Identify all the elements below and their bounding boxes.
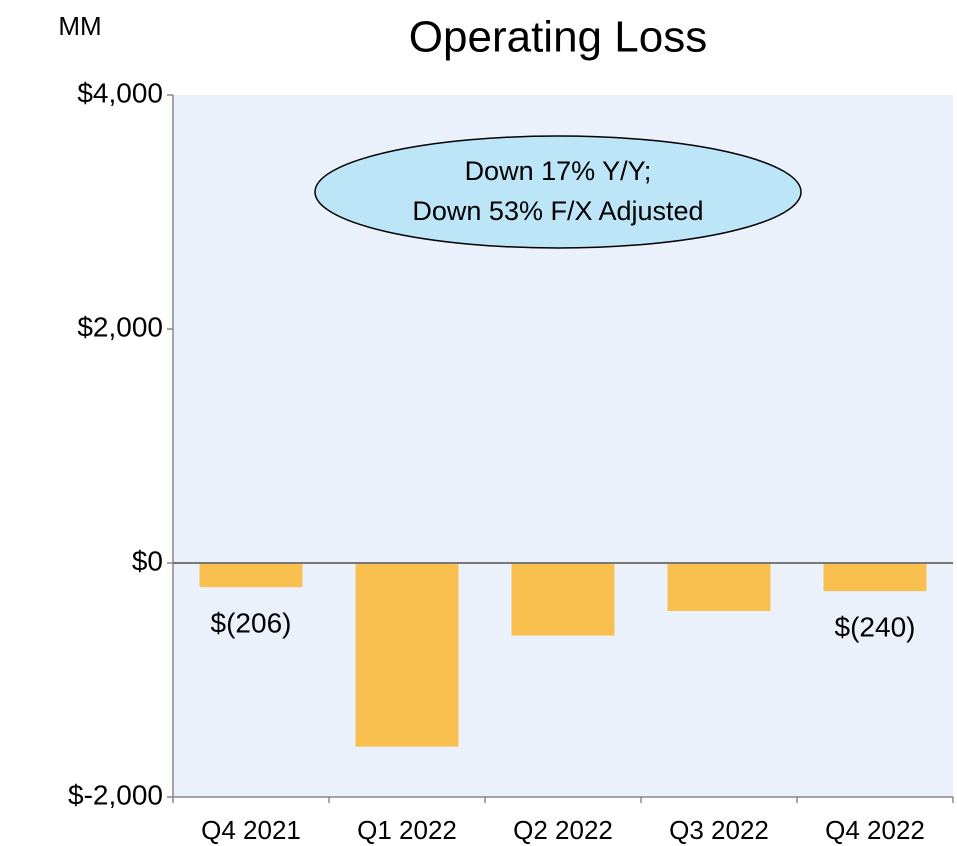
y-tick-label: $2,000 (77, 311, 163, 342)
chart-title: Operating Loss (409, 13, 707, 62)
y-tick-label: $4,000 (77, 77, 163, 108)
value-label: $(240) (835, 611, 916, 642)
bar (511, 563, 615, 636)
bar (823, 563, 927, 592)
annotation-text: Down 17% Y/Y; (465, 156, 652, 186)
x-tick-label: Q4 2021 (201, 815, 301, 845)
value-label: $(206) (211, 607, 292, 638)
annotation-text: Down 53% F/X Adjusted (412, 196, 703, 226)
x-tick-label: Q1 2022 (357, 815, 457, 845)
annotation-bubble (314, 135, 802, 249)
bar (355, 563, 459, 747)
bar (667, 563, 771, 611)
x-tick-label: Q3 2022 (669, 815, 769, 845)
y-tick-label: $-2,000 (68, 779, 163, 810)
unit-label: MM (58, 11, 101, 41)
y-tick-label: $0 (132, 545, 163, 576)
x-tick-label: Q2 2022 (513, 815, 613, 845)
bar (199, 563, 303, 588)
x-tick-label: Q4 2022 (825, 815, 925, 845)
